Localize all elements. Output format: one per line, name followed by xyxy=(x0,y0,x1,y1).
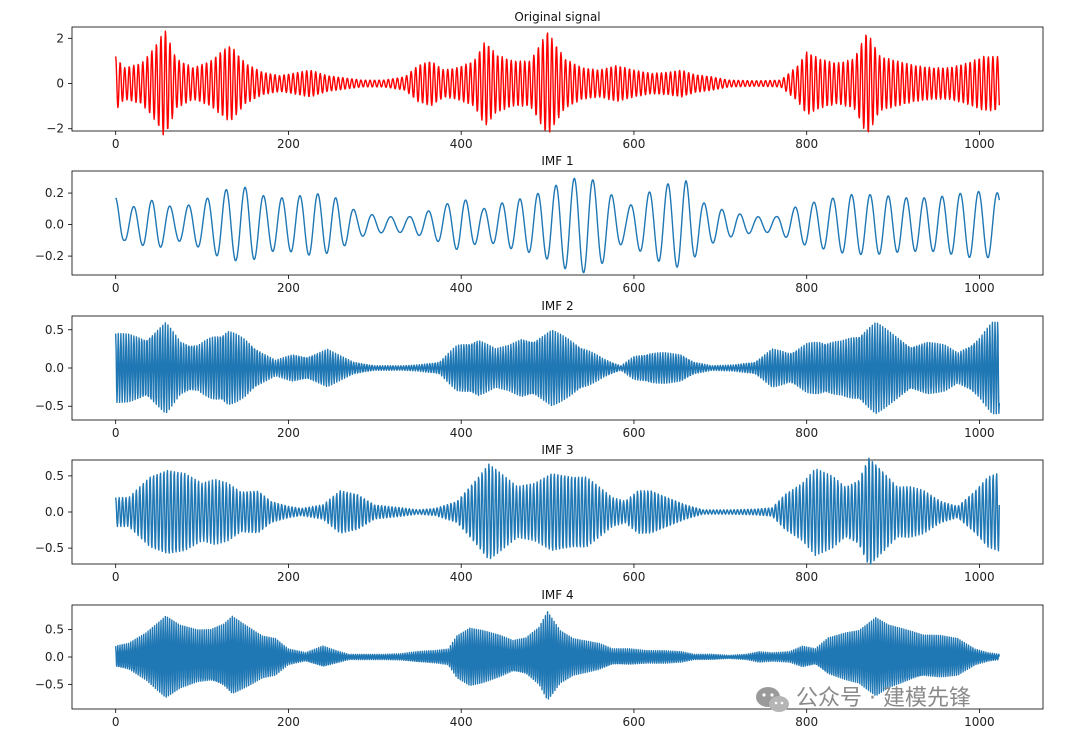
y-tick-label: −0.5 xyxy=(35,399,64,413)
wechat-icon xyxy=(756,687,789,712)
y-tick-label: 0.2 xyxy=(45,186,64,200)
x-tick-label: 1000 xyxy=(964,281,995,295)
x-tick-label: 1000 xyxy=(964,715,995,729)
x-tick-label: 600 xyxy=(622,715,645,729)
subplot-title: IMF 4 xyxy=(541,588,573,602)
x-tick-label: 600 xyxy=(622,137,645,151)
x-tick-label: 600 xyxy=(622,426,645,440)
y-tick-label: 0.0 xyxy=(45,361,64,375)
y-tick-label: 0.0 xyxy=(45,505,64,519)
series-line-0 xyxy=(115,177,1001,274)
x-tick-label: 800 xyxy=(795,715,818,729)
x-tick-label: 600 xyxy=(622,570,645,584)
x-tick-label: 400 xyxy=(450,281,473,295)
y-tick-label: −0.5 xyxy=(35,541,64,555)
x-tick-label: 200 xyxy=(277,570,300,584)
y-tick-label: 0.5 xyxy=(45,623,64,637)
subplot-title: IMF 1 xyxy=(541,154,573,168)
axes-frame xyxy=(71,170,1044,276)
x-tick-label: 400 xyxy=(450,715,473,729)
watermark: 公众号 · 建模先锋 xyxy=(756,686,971,712)
y-tick-label: 0.0 xyxy=(45,650,64,664)
x-tick-label: 0 xyxy=(112,281,120,295)
x-tick-label: 800 xyxy=(795,281,818,295)
x-tick-label: 200 xyxy=(277,281,300,295)
x-tick-label: 600 xyxy=(622,281,645,295)
y-tick-label: −0.2 xyxy=(35,249,64,263)
x-tick-label: 0 xyxy=(112,426,120,440)
x-tick-label: 400 xyxy=(450,137,473,151)
x-tick-label: 1000 xyxy=(964,137,995,151)
y-tick-label: 2 xyxy=(56,31,64,45)
series-line-0 xyxy=(114,321,1001,415)
y-tick-label: 0 xyxy=(56,77,64,91)
x-tick-label: 400 xyxy=(450,570,473,584)
subplot-title: IMF 3 xyxy=(541,443,573,457)
subplot-title: IMF 2 xyxy=(541,299,573,313)
subplot-3: IMF 3 0 200 400 600 800 1000 −0.5 0.0 0.5 xyxy=(35,443,1044,584)
x-tick-label: 0 xyxy=(112,570,120,584)
y-tick-label: −2 xyxy=(46,122,64,136)
x-tick-label: 1000 xyxy=(964,426,995,440)
x-tick-label: 0 xyxy=(112,137,120,151)
x-tick-label: 0 xyxy=(112,715,120,729)
axes-frame xyxy=(71,26,1044,132)
x-tick-label: 800 xyxy=(795,426,818,440)
y-tick-label: 0.5 xyxy=(45,323,64,337)
subplot-1: IMF 1 0 200 400 600 800 1000 −0.2 0.0 0.2 xyxy=(35,154,1044,295)
subplot-0: Original signal 0 200 400 600 800 1000 −2 0 2 xyxy=(46,10,1044,151)
x-tick-label: 800 xyxy=(795,570,818,584)
subplot-4: IMF 4 0 200 400 600 800 1000 −0.5 0.0 0.5 xyxy=(35,588,1044,729)
x-tick-label: 400 xyxy=(450,426,473,440)
y-tick-label: 0.0 xyxy=(45,218,64,232)
series-line-0 xyxy=(114,611,1000,700)
x-tick-label: 1000 xyxy=(964,570,995,584)
x-tick-label: 200 xyxy=(277,715,300,729)
watermark-text: 公众号 · 建模先锋 xyxy=(796,686,971,711)
x-tick-label: 200 xyxy=(277,137,300,151)
series-line-0 xyxy=(114,30,1001,136)
subplot-2: IMF 2 0 200 400 600 800 1000 −0.5 0.0 0.5 xyxy=(35,299,1044,440)
x-tick-label: 200 xyxy=(277,426,300,440)
series-line-0 xyxy=(114,457,1001,565)
y-tick-label: −0.5 xyxy=(35,677,64,691)
subplot-title: Original signal xyxy=(514,10,600,24)
y-tick-label: 0.5 xyxy=(45,469,64,483)
x-tick-label: 800 xyxy=(795,137,818,151)
